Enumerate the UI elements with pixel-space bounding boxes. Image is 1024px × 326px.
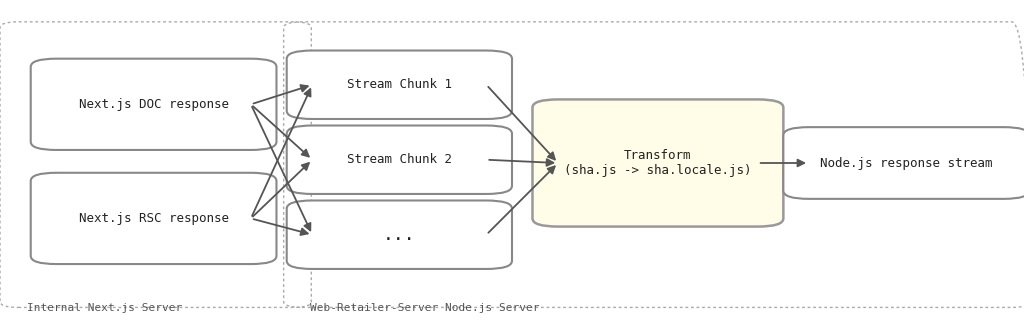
FancyBboxPatch shape <box>31 173 276 264</box>
Text: Node.js response stream: Node.js response stream <box>820 156 992 170</box>
Text: Transform
(sha.js -> sha.locale.js): Transform (sha.js -> sha.locale.js) <box>564 149 752 177</box>
Text: ...: ... <box>383 226 416 244</box>
Text: Next.js DOC response: Next.js DOC response <box>79 98 228 111</box>
Text: Web-Retailer-Server Node.js Server: Web-Retailer-Server Node.js Server <box>310 303 540 313</box>
Text: Stream Chunk 1: Stream Chunk 1 <box>347 78 452 91</box>
Text: Next.js RSC response: Next.js RSC response <box>79 212 228 225</box>
FancyBboxPatch shape <box>287 126 512 194</box>
FancyBboxPatch shape <box>287 200 512 269</box>
FancyBboxPatch shape <box>287 51 512 119</box>
FancyBboxPatch shape <box>532 99 783 227</box>
FancyBboxPatch shape <box>31 59 276 150</box>
Text: Internal Next.js Server: Internal Next.js Server <box>27 303 182 313</box>
Text: Stream Chunk 2: Stream Chunk 2 <box>347 153 452 166</box>
FancyBboxPatch shape <box>783 127 1024 199</box>
